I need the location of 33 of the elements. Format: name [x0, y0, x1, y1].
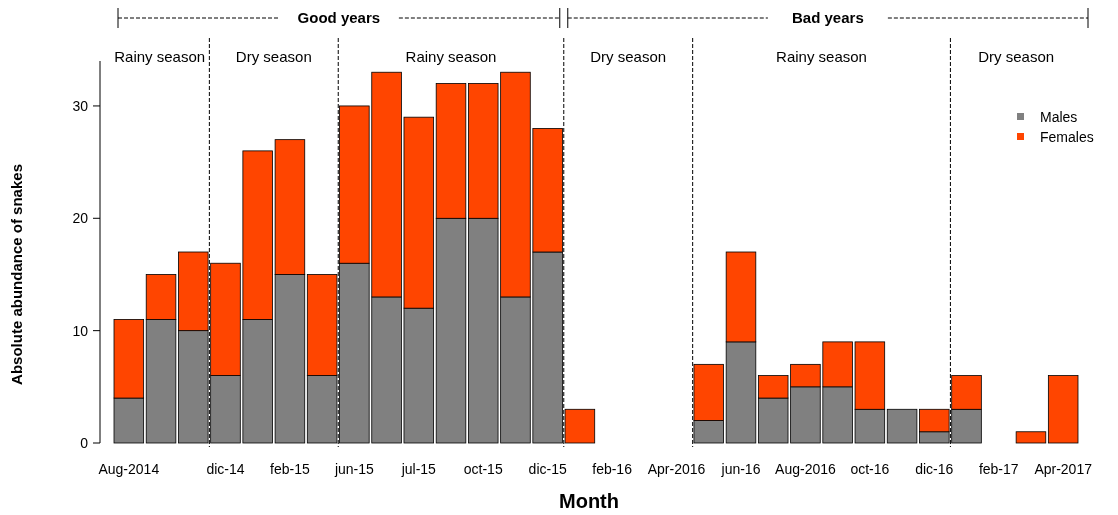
x-tick-label: jul-15	[400, 461, 437, 477]
x-tick-label: jun-15	[333, 461, 375, 477]
x-tick-label: oct-16	[850, 461, 890, 477]
y-tick-label: 0	[80, 434, 89, 451]
x-tick-label: Aug-2014	[98, 461, 160, 477]
annotation: Rainy season	[776, 48, 867, 65]
legend-label: Females	[1040, 128, 1094, 145]
text: Good years	[297, 9, 381, 26]
annotation: Rainy season	[114, 48, 206, 65]
x-tick-label: feb-15	[270, 461, 310, 477]
x-tick-label: Aug-2016	[775, 461, 836, 477]
x-tick-label: Apr-2016	[647, 461, 706, 477]
legend-label: Males	[1040, 108, 1078, 125]
x-axis-title: Month	[559, 490, 619, 512]
annotation: Dry season	[978, 48, 1055, 65]
x-tick-label: feb-16	[592, 461, 633, 477]
y-axis-title: Absolute abundance of snakes	[8, 164, 25, 385]
x-tick-label: dic-14	[206, 461, 245, 477]
annotation: Dry season	[590, 48, 667, 65]
annotation: Rainy season	[405, 48, 497, 65]
bar	[1015, 431, 1047, 444]
x-tick-label: Apr-2017	[1034, 461, 1093, 477]
y-tick-label: 10	[72, 322, 89, 339]
y-tick-label: 20	[72, 210, 89, 227]
bar	[1047, 375, 1079, 444]
x-tick-label: dic-15	[528, 461, 567, 477]
x-tick-label: feb-17	[978, 461, 1019, 477]
text: Bad years	[792, 9, 864, 26]
annotation: Dry season	[235, 48, 312, 65]
x-tick-label: dic-16	[915, 461, 954, 477]
x-tick-label: jun-16	[720, 461, 761, 477]
x-tick-label: oct-15	[463, 461, 503, 477]
y-tick-label: 30	[72, 97, 89, 114]
